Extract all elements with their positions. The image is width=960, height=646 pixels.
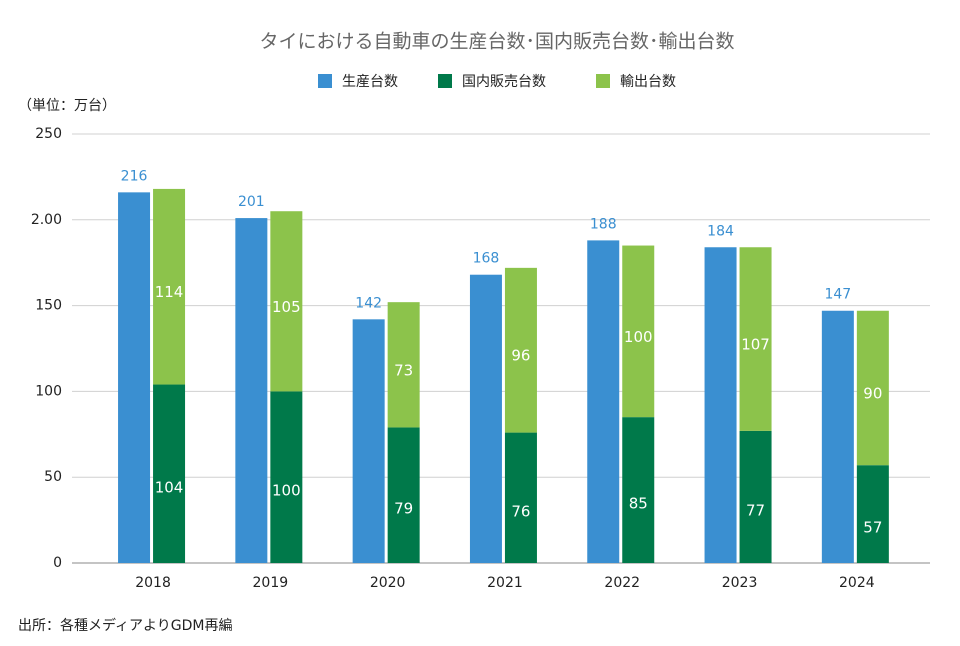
value-label: 147	[824, 287, 851, 303]
x-tick-label: 2020	[370, 575, 406, 591]
y-tick-label: 150	[35, 298, 62, 314]
bar-segment	[504, 432, 537, 563]
bar-segment	[153, 384, 186, 563]
y-tick-label: 100	[35, 383, 62, 399]
bar	[821, 310, 854, 563]
chart-title: タイにおける自動車の生産台数･国内販売台数･輸出台数	[259, 31, 734, 53]
value-label: 114	[155, 283, 184, 301]
bar-segment	[856, 310, 889, 466]
bar	[704, 247, 737, 564]
value-label: 216	[121, 168, 148, 184]
bar	[469, 274, 502, 563]
legend-label: 輸出台数	[620, 74, 676, 90]
value-label: 168	[473, 251, 500, 267]
x-tick-label: 2021	[487, 575, 523, 591]
value-label: 73	[394, 361, 413, 379]
value-label: 105	[272, 298, 301, 316]
value-label: 100	[624, 328, 653, 346]
y-tick-label: 2.00	[31, 212, 62, 228]
bar-segment	[387, 427, 420, 563]
y-tick-label: 0	[53, 555, 62, 571]
value-label: 90	[863, 384, 882, 402]
bar	[352, 319, 385, 563]
value-label: 96	[511, 347, 530, 365]
bar-segment	[739, 247, 772, 431]
value-label: 184	[707, 223, 734, 239]
x-tick-label: 2022	[604, 575, 640, 591]
value-label: 201	[238, 194, 265, 210]
value-label: 57	[863, 519, 882, 537]
legend-swatch	[596, 74, 610, 88]
value-label: 79	[394, 500, 413, 518]
value-label: 142	[355, 295, 382, 311]
x-tick-label: 2023	[722, 575, 758, 591]
bar	[235, 218, 268, 564]
x-tick-label: 2024	[839, 575, 875, 591]
bar-segment	[153, 188, 186, 385]
value-label: 76	[511, 502, 530, 520]
source-note: 出所：各種メディアよりGDM再編	[18, 617, 232, 634]
legend-label: 国内販売台数	[462, 74, 546, 90]
bar-segment	[387, 302, 420, 428]
bar-segment	[270, 391, 303, 563]
value-label: 77	[746, 501, 765, 519]
y-tick-label: 50	[44, 469, 62, 485]
bar-segment	[270, 211, 303, 392]
y-tick-label: 250	[35, 126, 62, 142]
x-tick-label: 2019	[253, 575, 289, 591]
value-label: 107	[741, 336, 770, 354]
legend-swatch	[318, 74, 332, 88]
bar	[587, 240, 620, 563]
value-label: 104	[155, 478, 184, 496]
bar-segment	[856, 465, 889, 563]
value-label: 85	[629, 495, 648, 513]
value-label: 188	[590, 216, 617, 232]
legend-swatch	[438, 74, 452, 88]
bar	[118, 192, 151, 563]
x-tick-label: 2018	[135, 575, 171, 591]
bar-segment	[504, 267, 537, 433]
bar-segment	[739, 430, 772, 563]
bar-segment	[622, 417, 655, 563]
legend-label: 生産台数	[342, 74, 398, 90]
bar-segment	[622, 245, 655, 418]
value-label: 100	[272, 482, 301, 500]
y-axis-label: （単位：万台）	[18, 98, 116, 114]
